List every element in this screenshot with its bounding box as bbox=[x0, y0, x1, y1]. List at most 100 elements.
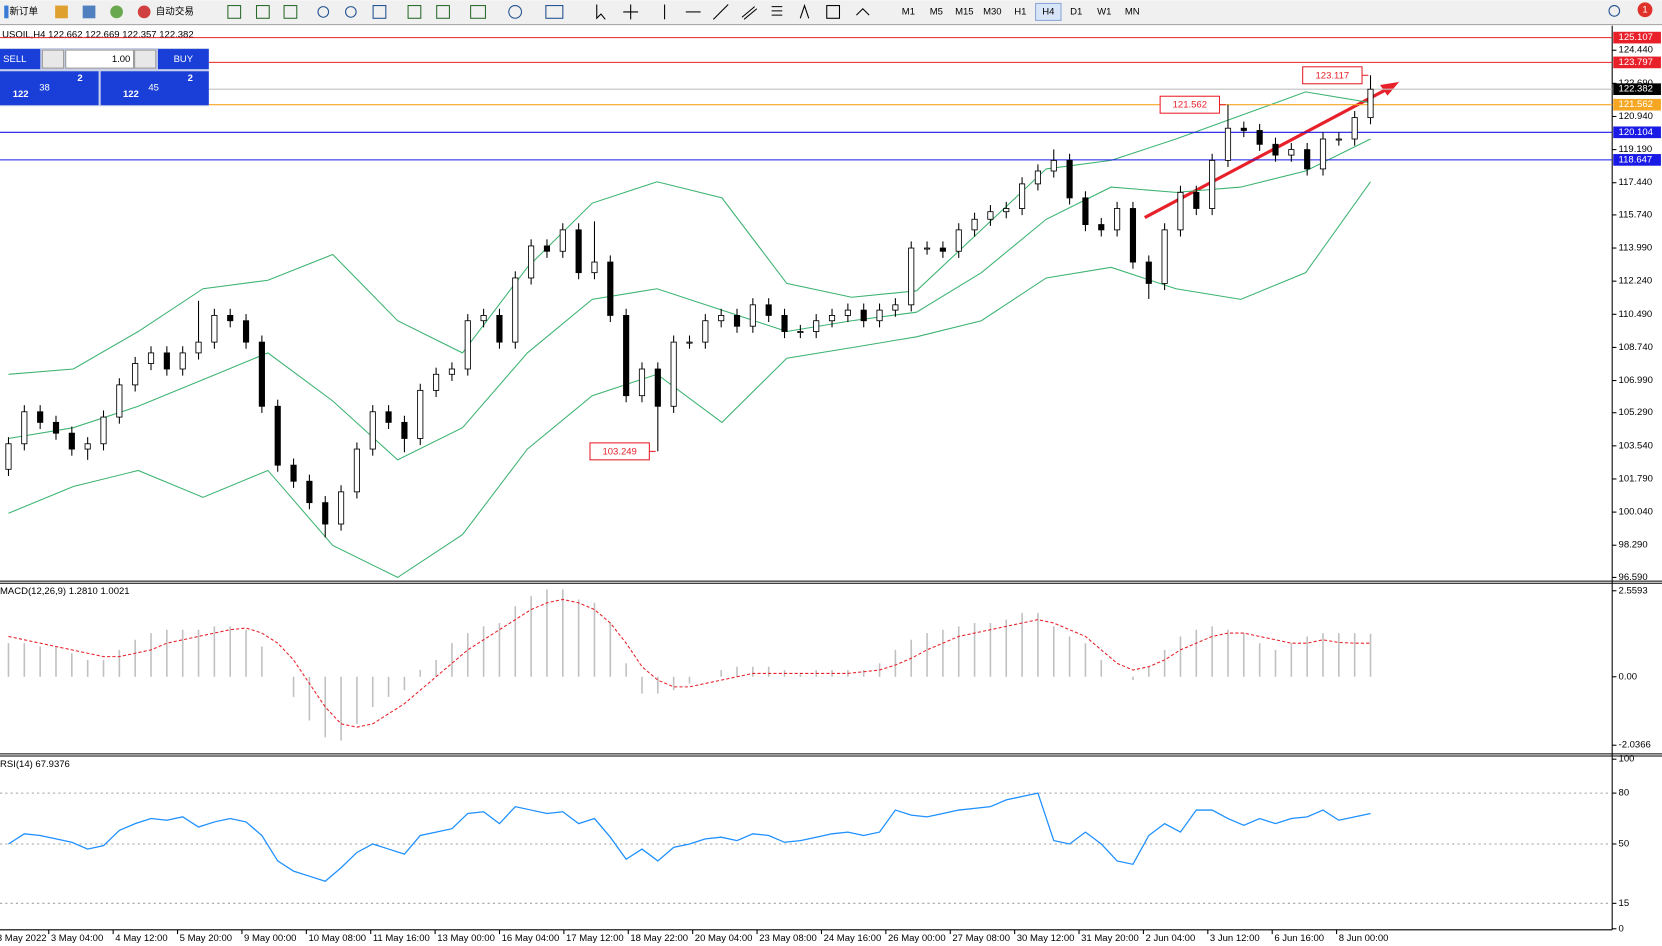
candle-body bbox=[955, 229, 962, 252]
timeframe-button[interactable]: M30 bbox=[983, 6, 1002, 17]
sell-button[interactable] bbox=[0, 49, 41, 70]
new-order-icon[interactable] bbox=[4, 5, 9, 19]
notification-badge[interactable] bbox=[1637, 2, 1653, 18]
x-tick-label: 3 May 2022 bbox=[0, 933, 47, 944]
toolbar-icons bbox=[227, 3, 1621, 20]
bollinger-lower bbox=[8, 181, 1371, 579]
ask-point: 2 bbox=[188, 73, 193, 84]
candle-body bbox=[1066, 159, 1073, 199]
bid-box[interactable] bbox=[0, 71, 99, 106]
annotation-label: 123.117 bbox=[1316, 70, 1350, 81]
candle-body bbox=[448, 368, 456, 375]
candle-body bbox=[52, 421, 60, 434]
candle-body bbox=[813, 320, 820, 332]
x-tick-label: 30 May 12:00 bbox=[1017, 933, 1075, 944]
annotation-label: 103.249 bbox=[602, 446, 636, 457]
timeframe-button[interactable]: M5 bbox=[930, 6, 943, 17]
timeframe-button[interactable]: H1 bbox=[1014, 6, 1026, 17]
macd-signal bbox=[8, 598, 1371, 728]
x-tick-label: 2 Jun 04:00 bbox=[1146, 933, 1196, 944]
candle-body bbox=[37, 411, 44, 423]
zoom-in-icon[interactable] bbox=[317, 6, 330, 18]
auto-trading-button[interactable]: 自动交易 bbox=[156, 5, 194, 17]
y-tick-label: 15 bbox=[1619, 898, 1630, 909]
toolbar-icon[interactable] bbox=[82, 5, 96, 19]
new-order-button[interactable]: 新订单 bbox=[10, 5, 39, 17]
candle-body bbox=[322, 502, 329, 525]
trend-arrow bbox=[1144, 85, 1392, 219]
trendline-icon[interactable] bbox=[712, 4, 729, 20]
candle-body bbox=[892, 304, 899, 311]
scroll-icon[interactable] bbox=[407, 5, 422, 19]
candle-body bbox=[258, 341, 265, 407]
crosshair-icon[interactable] bbox=[623, 4, 639, 20]
candle-body bbox=[353, 448, 360, 493]
y-tick-label: 117.440 bbox=[1619, 177, 1653, 188]
annotation-box bbox=[589, 442, 650, 461]
timeframe-button[interactable]: W1 bbox=[1097, 6, 1111, 17]
toolbar-icon[interactable] bbox=[55, 5, 68, 19]
zoom-out-icon[interactable] bbox=[345, 6, 357, 18]
candle-body bbox=[1240, 127, 1247, 131]
timeframe-button[interactable]: M1 bbox=[902, 6, 915, 17]
timeframe-button[interactable]: D1 bbox=[1070, 6, 1082, 17]
channel-icon[interactable] bbox=[741, 6, 758, 20]
timeframe-button[interactable]: H4 bbox=[1042, 6, 1055, 17]
search-icon[interactable] bbox=[1608, 5, 1621, 17]
rsi-line bbox=[8, 792, 1371, 883]
lot-up[interactable] bbox=[134, 49, 157, 69]
candle-body bbox=[718, 315, 725, 322]
sell-label[interactable]: SELL bbox=[3, 54, 26, 65]
y-tick-label: 103.540 bbox=[1619, 440, 1653, 451]
candle-chart-icon[interactable] bbox=[255, 5, 270, 19]
x-tick-label: 18 May 22:00 bbox=[630, 933, 688, 944]
timeframe-button[interactable]: MN bbox=[1125, 6, 1140, 17]
candle-body bbox=[1193, 191, 1200, 209]
lot-value[interactable]: 1.00 bbox=[112, 54, 131, 65]
x-tick-label: 16 May 04:00 bbox=[502, 933, 560, 944]
candle-body bbox=[1224, 127, 1232, 161]
candle-body bbox=[337, 491, 345, 525]
tile-icon[interactable] bbox=[372, 5, 387, 19]
lot-down[interactable] bbox=[41, 49, 65, 69]
lot-input[interactable] bbox=[65, 49, 135, 69]
bar-chart-icon[interactable] bbox=[227, 5, 242, 19]
candle-body bbox=[179, 352, 186, 370]
toolbar-icon[interactable] bbox=[110, 5, 123, 19]
level-tag bbox=[1613, 154, 1661, 166]
fibo-icon[interactable] bbox=[771, 6, 783, 16]
x-tick-label: 8 Jun 00:00 bbox=[1339, 933, 1389, 944]
y-tick-label: 105.290 bbox=[1619, 407, 1653, 418]
bollinger-middle bbox=[8, 138, 1371, 461]
label-icon[interactable] bbox=[826, 5, 841, 19]
indicators-icon[interactable] bbox=[470, 5, 486, 19]
y-tick-label: 112.240 bbox=[1619, 276, 1653, 287]
timeframe-button[interactable]: M15 bbox=[955, 6, 974, 17]
x-tick-label: 11 May 16:00 bbox=[373, 933, 430, 944]
y-tick-label: 108.740 bbox=[1619, 342, 1653, 353]
buy-label[interactable]: BUY bbox=[174, 54, 194, 65]
candle-body bbox=[971, 218, 978, 231]
shift-icon[interactable] bbox=[436, 5, 450, 19]
text-icon[interactable] bbox=[799, 3, 810, 19]
x-tick-label: 31 May 20:00 bbox=[1081, 933, 1139, 944]
x-tick-label: 26 May 00:00 bbox=[888, 933, 946, 944]
cursor-icon[interactable] bbox=[596, 4, 606, 20]
x-tick-label: 13 May 00:00 bbox=[437, 933, 495, 944]
templates-icon[interactable] bbox=[545, 5, 564, 19]
x-tick-label: 4 May 12:00 bbox=[115, 933, 167, 944]
candle-body bbox=[1129, 208, 1137, 263]
auto-trading-icon[interactable] bbox=[137, 5, 151, 19]
level-tag-label: 121.562 bbox=[1619, 99, 1653, 110]
candle-body bbox=[1050, 159, 1057, 172]
candle-body bbox=[116, 384, 123, 418]
line-chart-icon[interactable] bbox=[283, 5, 298, 19]
candle-body bbox=[1272, 143, 1279, 156]
candle-body bbox=[512, 277, 519, 343]
buy-button[interactable] bbox=[157, 49, 209, 70]
ask-box[interactable] bbox=[100, 71, 209, 106]
arrows-icon[interactable] bbox=[856, 7, 870, 16]
y-tick-label: -2.0366 bbox=[1619, 740, 1651, 751]
periods-icon[interactable] bbox=[508, 5, 523, 19]
candle-body bbox=[480, 315, 487, 322]
